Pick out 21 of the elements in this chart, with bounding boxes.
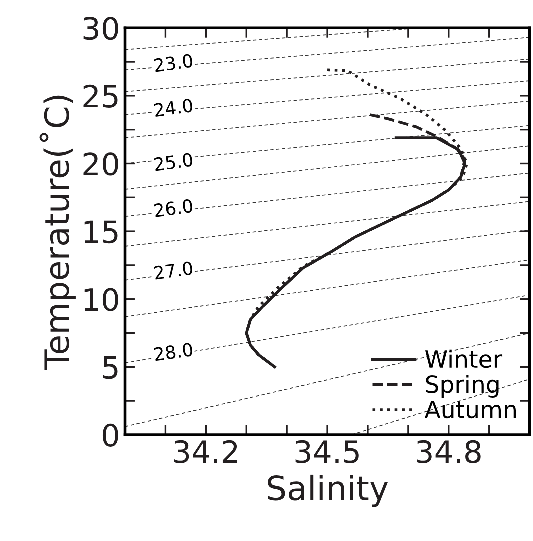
x-tick-label: 34.2 — [174, 440, 238, 464]
y-tick-label: 20 — [84, 152, 118, 176]
annotation: 27.0 — [154, 261, 194, 280]
y-tick-label: 25 — [84, 84, 118, 108]
annotation: 28.0 — [154, 342, 194, 362]
annotation: 26.0 — [154, 198, 194, 218]
y-tick-label: 30 — [84, 17, 118, 40]
x-axis-title: Salinity — [268, 474, 388, 508]
annotation: 23.0 — [154, 54, 194, 73]
annotation: 24.0 — [154, 98, 194, 118]
annotation: 25.0 — [154, 152, 194, 172]
legend-label: Spring — [426, 375, 499, 398]
y-axis-title: Temperature(˚C) — [40, 96, 76, 370]
y-tick-label: 0 — [102, 424, 118, 448]
x-tick-label: 34.5 — [296, 440, 359, 464]
y-tick-label: 10 — [84, 288, 118, 312]
legend-label: Winter — [425, 350, 503, 368]
y-tick-label: 15 — [84, 220, 118, 244]
y-tick-label: 5 — [103, 356, 118, 380]
legend-label: Autumn — [424, 401, 516, 419]
x-tick-label: 34.8 — [417, 440, 481, 464]
